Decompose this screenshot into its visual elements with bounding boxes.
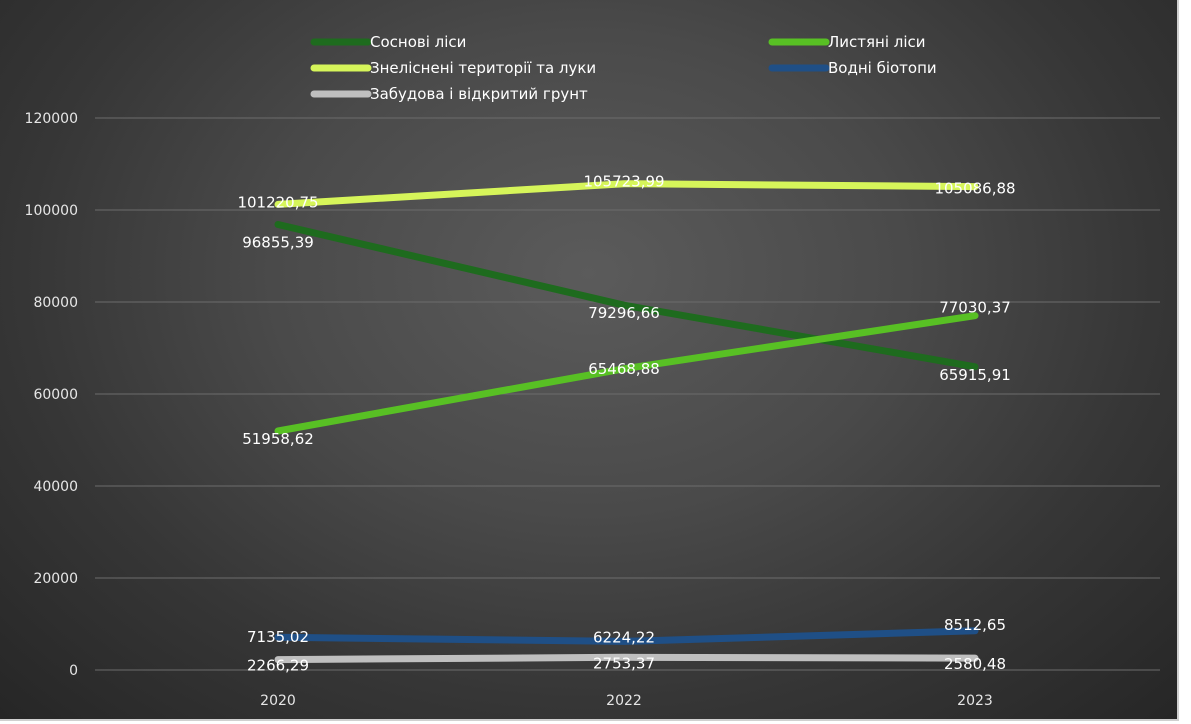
legend-label: Водні біотопи bbox=[828, 59, 937, 77]
data-label: 2266,29 bbox=[247, 657, 309, 675]
legend: Соснові ліси Листяні ліси Знелісненi терит… bbox=[310, 33, 937, 103]
legend-label: Знелісненi території та луки bbox=[370, 59, 596, 77]
x-tick-label: 2023 bbox=[957, 693, 993, 709]
data-label: 96855,39 bbox=[242, 233, 314, 251]
y-tick-label: 100000 bbox=[25, 203, 78, 219]
series-lines bbox=[274, 180, 979, 664]
y-tick-label: 120000 bbox=[25, 111, 78, 127]
x-axis-ticks: 2020 2022 2023 bbox=[260, 693, 993, 709]
data-label: 7135,02 bbox=[247, 628, 309, 646]
legend-label: Соснові ліси bbox=[370, 33, 466, 51]
y-tick-label: 80000 bbox=[33, 295, 78, 311]
gridlines bbox=[95, 117, 1160, 671]
data-labels: 96855,39 79296,66 65915,91 51958,62 65468,88… bbox=[237, 173, 1015, 675]
series-line bbox=[274, 221, 979, 371]
legend-label: Листяні ліси bbox=[828, 33, 926, 51]
data-label: 51958,62 bbox=[242, 430, 314, 448]
data-label: 79296,66 bbox=[588, 304, 660, 322]
data-label: 65915,91 bbox=[939, 366, 1011, 384]
y-tick-label: 60000 bbox=[33, 387, 78, 403]
x-tick-label: 2022 bbox=[606, 693, 642, 709]
data-label: 2580,48 bbox=[944, 655, 1006, 673]
series-line bbox=[274, 180, 979, 208]
data-label: 77030,37 bbox=[939, 299, 1011, 317]
legend-label: Забудова і відкритий грунт bbox=[370, 85, 588, 103]
data-label: 8512,65 bbox=[944, 616, 1006, 634]
data-label: 101220,75 bbox=[237, 193, 318, 211]
x-tick-label: 2020 bbox=[260, 693, 296, 709]
data-label: 2753,37 bbox=[593, 654, 655, 672]
y-axis-ticks: 0 20000 40000 60000 80000 100000 120000 bbox=[25, 111, 78, 679]
data-label: 105086,88 bbox=[934, 180, 1015, 198]
series-line bbox=[274, 627, 979, 645]
data-label: 6224,22 bbox=[593, 628, 655, 646]
data-label: 105723,99 bbox=[583, 173, 664, 191]
y-tick-label: 20000 bbox=[33, 571, 78, 587]
data-label: 65468,88 bbox=[588, 360, 660, 378]
series-line bbox=[274, 312, 979, 435]
y-tick-label: 40000 bbox=[33, 479, 78, 495]
series-line bbox=[274, 653, 979, 664]
y-tick-label: 0 bbox=[69, 663, 78, 679]
